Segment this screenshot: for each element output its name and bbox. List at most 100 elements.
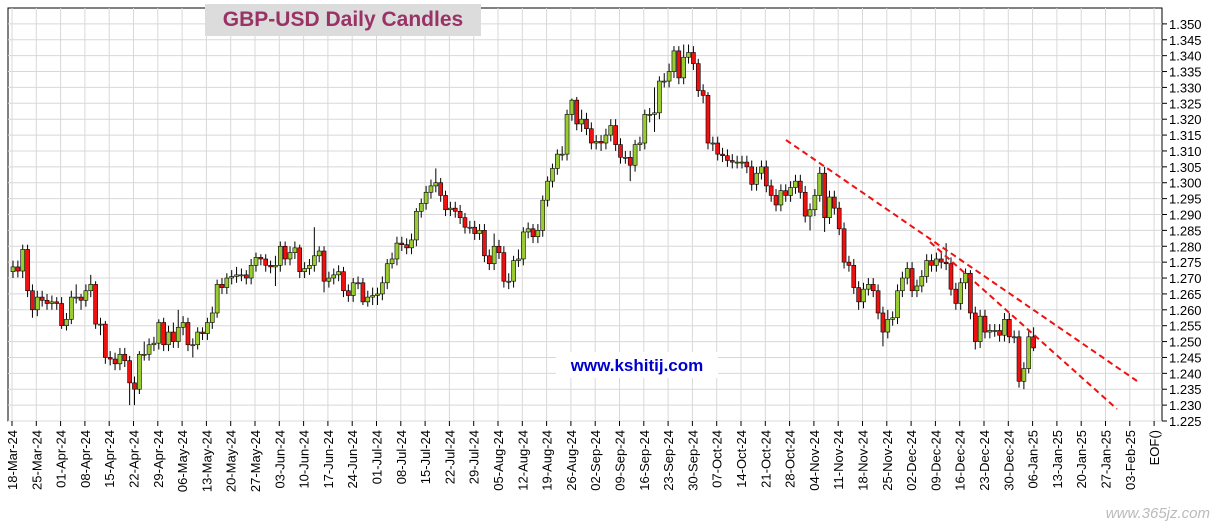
x-tick-label: 29-Jul-24 [467,430,482,484]
candle-body [817,172,823,196]
annotation-box [556,352,718,378]
candle-body [632,144,638,166]
chart-title: GBP-USD Daily Candles [223,8,463,31]
candle-body [943,261,949,265]
y-tick-label: 1.250 [1169,335,1202,350]
candle-body [934,258,939,266]
candle-body [856,287,861,303]
x-tick-label: 28-Oct-24 [783,430,798,488]
candle-body [122,353,128,361]
candle-body [156,322,162,344]
candle-body [652,112,657,115]
candle-body [195,331,200,346]
x-tick-label: 30-Sep-24 [685,430,700,491]
candle-body [277,245,283,266]
candle-body [107,357,113,360]
candle-body [297,247,303,272]
candle-body [34,296,40,311]
candle-body [866,284,871,290]
candle-body [438,182,443,196]
y-tick-label: 1.225 [1169,414,1202,429]
candle-body [525,228,531,233]
candle-body [1021,368,1027,382]
trendline [785,139,1138,382]
x-tick-label: 27-May-24 [248,430,263,492]
y-tick-label: 1.280 [1169,239,1202,254]
candle-body [394,242,400,260]
candle-body [832,196,837,209]
candle-body [768,185,774,196]
candle-body [584,118,589,130]
candle-body [205,322,210,334]
candle-body [73,296,79,299]
candle-body [885,319,891,333]
candle-body [462,217,468,228]
candle-body [627,157,633,166]
x-tick-label: 11-Nov-24 [831,430,846,490]
candle-body [1006,319,1012,338]
x-tick-label: 20-May-24 [224,430,239,492]
candle-body [657,80,662,114]
candle-body [938,258,944,263]
x-tick-label: 18-Mar-24 [5,430,20,490]
candle-body [341,271,346,292]
candle-body [482,230,487,257]
candle-body [972,312,978,342]
candle-body [681,56,686,79]
candle-body [137,353,142,390]
candle-body [1002,319,1007,336]
y-tick-label: 1.320 [1169,112,1202,127]
candle-body [491,245,497,265]
candle-body [83,290,89,301]
x-tick-label: 26-Aug-24 [564,430,579,491]
candle-body [715,142,721,155]
candle-body [535,230,541,238]
candle-body [200,331,205,334]
candle-body [890,317,895,320]
y-tick-label: 1.245 [1169,350,1202,365]
candle-body [880,312,886,333]
x-tick-label: 25-Mar-24 [29,430,44,490]
candle-body [773,195,779,206]
candle-body [977,315,983,342]
candle-body [613,125,618,145]
x-tick-label: 16-Dec-24 [953,430,968,491]
candle-body [666,71,672,82]
y-tick-label: 1.335 [1169,65,1202,80]
candle-body [64,319,69,326]
candle-body [623,157,628,159]
candle-body [370,295,375,298]
candle-body [39,296,45,301]
candle-body [389,258,395,265]
x-tick-label: 22-Jul-24 [442,430,457,484]
candle-body [516,258,521,261]
candle-body [171,331,176,342]
candle-body [661,80,667,83]
candle-body [15,266,21,272]
candle-body [691,52,696,64]
candle-body [44,299,50,304]
candle-body [749,166,755,185]
candle-body [54,301,60,304]
candle-body [112,358,118,365]
candle-body [676,50,682,79]
candle-body [161,322,166,346]
candle-body [836,207,842,230]
y-tick-label: 1.275 [1169,255,1202,270]
x-tick-label: 23-Sep-24 [661,430,676,491]
candle-body [725,155,730,161]
x-tick-label: 04-Nov-24 [807,430,822,491]
candle-body [729,160,735,163]
candle-body [1011,336,1017,339]
candle-body [243,274,249,279]
x-tick-label: 17-Jun-24 [321,430,336,489]
candle-body [802,191,808,217]
trendlines [785,139,1138,410]
candle-body [365,296,371,303]
candle-body [754,172,759,185]
candle-body [695,63,701,91]
candle-body [608,125,614,136]
annotation: www.kshitij.com [570,356,704,375]
candle-body [851,265,857,288]
y-tick-label: 1.270 [1169,271,1202,286]
